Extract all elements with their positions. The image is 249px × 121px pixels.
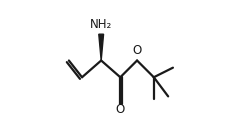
Polygon shape xyxy=(99,34,104,60)
Text: O: O xyxy=(116,103,125,116)
Text: NH₂: NH₂ xyxy=(90,18,112,31)
Text: O: O xyxy=(132,44,142,57)
